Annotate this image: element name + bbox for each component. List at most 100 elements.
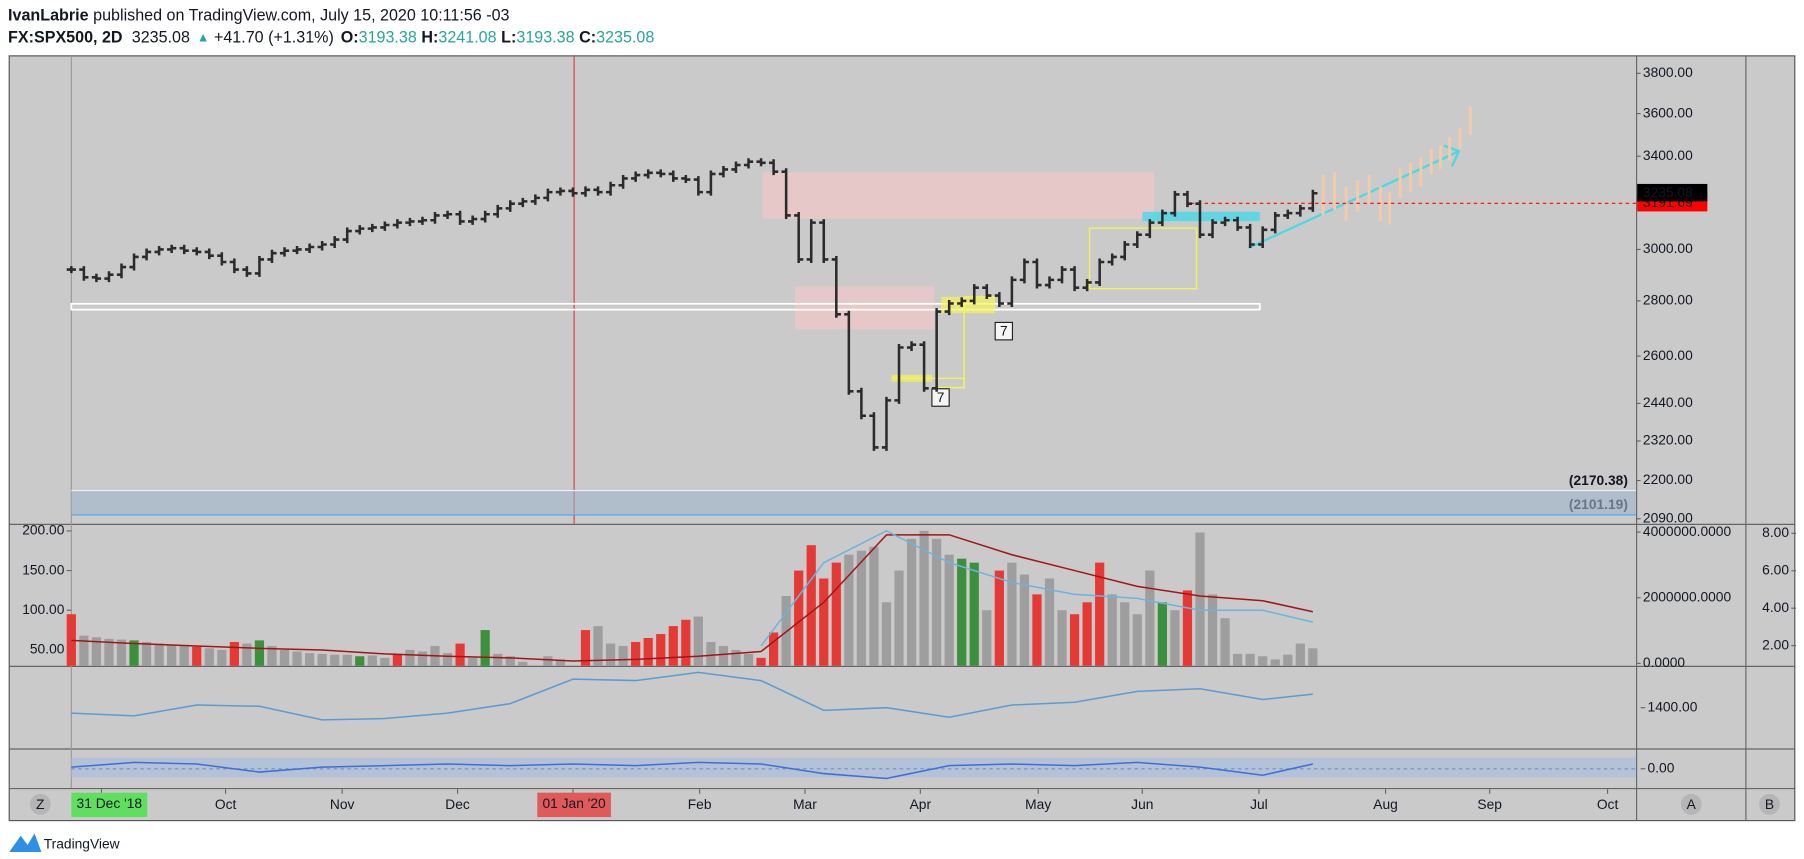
y-tick-label: 0.00 [1648,759,1675,775]
volume-bar [91,637,102,666]
volume-bar [618,645,628,666]
price-bar [167,244,177,253]
x-tick-label: May [1025,796,1051,812]
volume-bar [405,649,415,666]
line-series [71,671,1313,721]
b-button[interactable] [1759,793,1780,815]
price-bar [1182,190,1193,208]
volume-bar [66,614,76,666]
y-tick-label: 2320.00 [1643,432,1693,448]
volume-bar [1182,590,1193,666]
price-bar [367,223,377,233]
price-bar [1295,204,1305,217]
volume-bar [518,661,528,666]
volume-bar [869,546,879,666]
y-tick-label: 50.00 [30,641,65,657]
volume-bar [1308,648,1318,666]
price-bar [756,158,766,167]
price-bar [468,215,478,225]
volume-bar [668,626,678,666]
auto-button-label[interactable]: A [1687,796,1697,812]
demand-zone [795,286,935,330]
price-bar [1270,211,1280,234]
price-bar [769,159,779,176]
price-bar [1120,241,1130,261]
y-tick-label: 2200.00 [1643,471,1693,487]
price-bar [1258,226,1268,248]
projection-bars [1321,107,1472,225]
volume-bar [468,657,478,666]
price-bar [392,219,402,229]
price-bar [405,217,415,227]
footer-brand: TradingView [44,836,121,852]
volume-bar [317,653,327,666]
volume-bar [1195,532,1205,666]
volume-bar [192,646,202,666]
price-bar [656,169,666,178]
arrow: ▲ [197,30,210,45]
volume-bar [1107,594,1117,666]
volume-bar [1233,653,1243,666]
y-tick-label: 3800.00 [1643,64,1693,80]
price-bar [580,186,591,197]
pane-borders [9,55,1795,821]
header-line-1: IvanLabrie published on TradingView.com, … [8,7,509,25]
volume-bar [593,626,603,666]
line-series [71,761,1314,780]
volume-bar [1258,656,1268,666]
volume-bar [982,610,992,666]
price-bar [1245,223,1255,248]
volume-bar [906,538,917,666]
volume-bar [455,643,465,666]
price-bar [856,387,866,420]
volume-bar [631,641,641,666]
price-bar [493,204,503,218]
volume-bar [1220,618,1230,666]
y-tick-label: 2440.00 [1643,394,1693,410]
volume-bar [204,648,214,666]
volume-bar [1044,578,1055,666]
price-bar [718,165,729,178]
volume-bar [919,530,929,666]
volume-bar [693,616,703,666]
b-button-label[interactable]: B [1765,796,1774,812]
volume-bar [844,554,854,666]
price-bar [794,211,804,263]
volume-bar [1069,614,1080,666]
volume-bar [129,640,139,666]
price-bar [543,188,553,202]
volume-bar [806,545,816,666]
line-series [71,534,1314,662]
cyan-arrow [1247,150,1460,249]
price-bar [254,255,265,277]
low: 3193.38 [516,29,574,47]
volume-bar [380,657,390,666]
volume-bar [718,645,729,666]
volume-bar [794,570,804,666]
price-bar [204,248,214,260]
price-bar [91,273,102,283]
volume-bar [480,630,490,666]
price-bar [1220,216,1230,227]
auto-button[interactable] [1680,793,1702,815]
volume-bar [819,578,829,666]
zoom-button-label[interactable]: Z [36,796,45,812]
price-bar [743,158,754,169]
x-tick-label: Aug [1373,796,1398,812]
volume-bar [1270,659,1280,666]
y-tick-label: 6.00 [1762,561,1789,577]
price-bar [242,266,252,277]
symbol: FX:SPX500, 2D [8,29,123,47]
volume-bar [1082,602,1092,666]
last: 3235.08 [132,29,190,47]
close: 3235.08 [596,29,654,47]
price-bar [1308,189,1318,212]
price-bar [819,219,829,263]
volume-bar [743,653,754,666]
drawings: 7 7 [70,55,1472,524]
x-tick-label: Oct [215,796,237,812]
logo [9,833,42,853]
volume-bar [1095,562,1105,666]
volume-bar [79,635,89,666]
zoom-button[interactable] [29,793,51,815]
